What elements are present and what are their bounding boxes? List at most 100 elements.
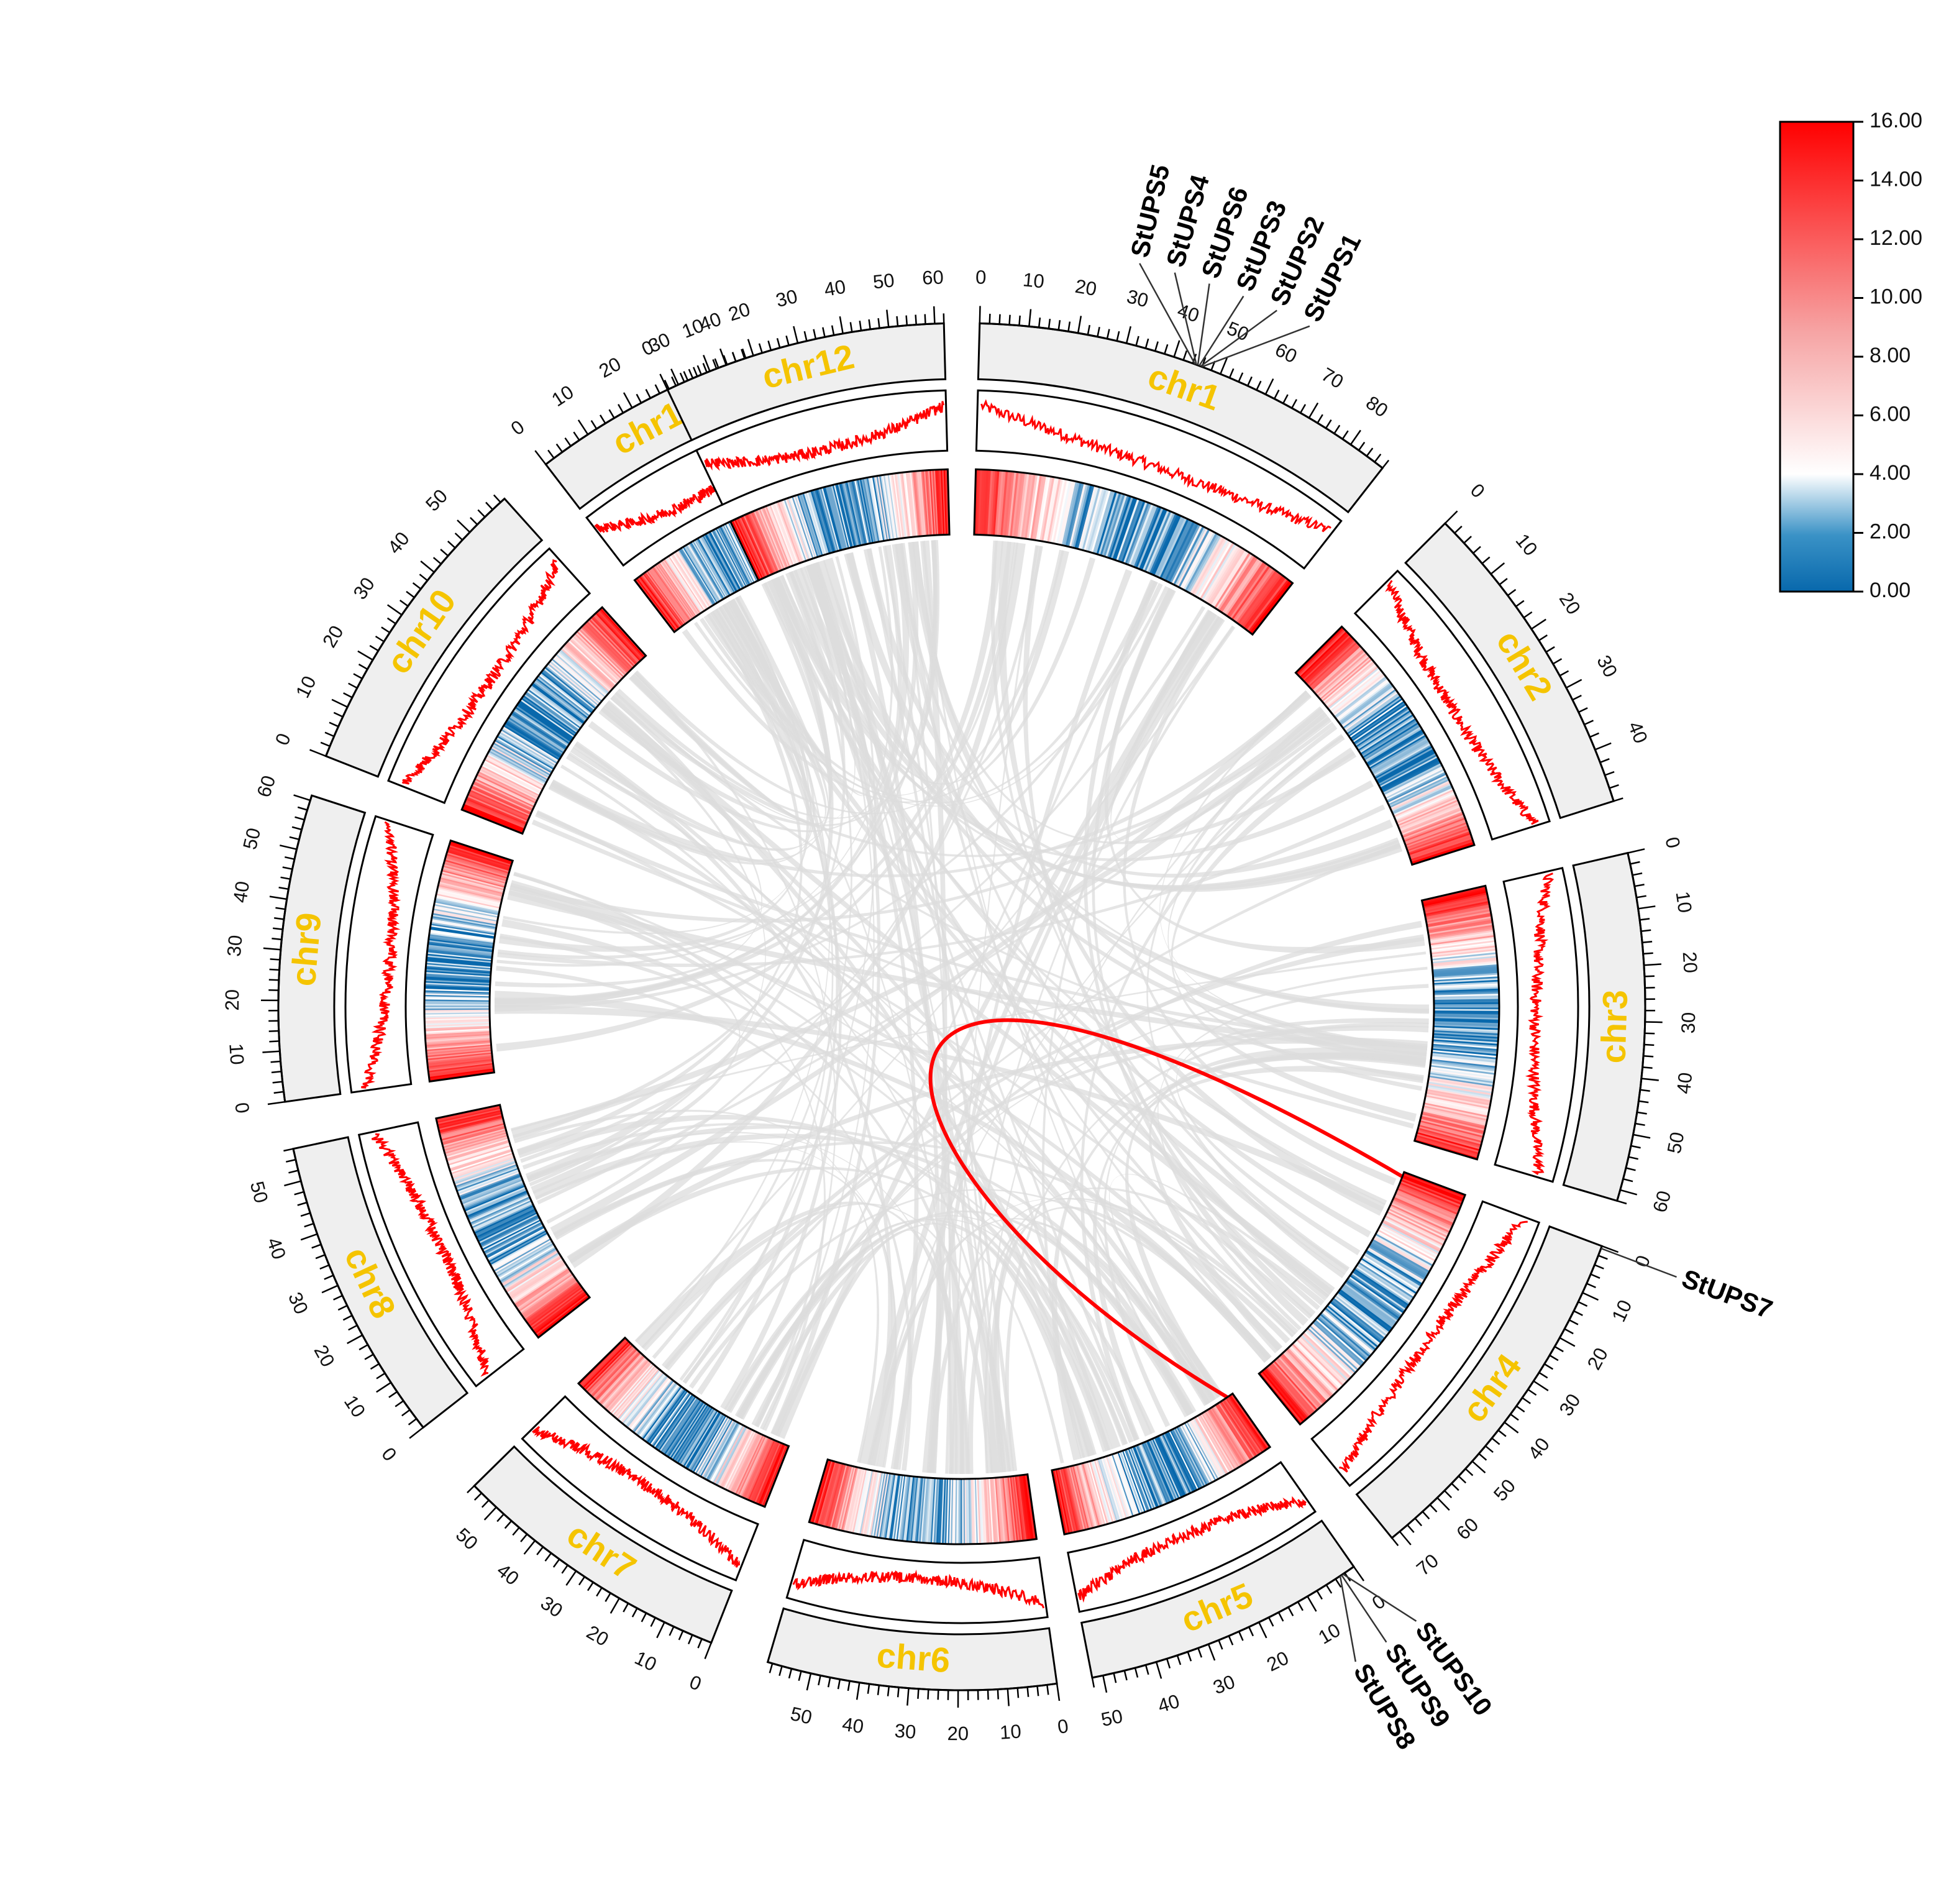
heat-cell [980, 1478, 985, 1544]
heat-cell [477, 774, 537, 804]
heat-cell [490, 1232, 548, 1265]
heat-cell [1416, 1133, 1480, 1153]
colorbar-bar [1779, 121, 1855, 593]
heat-cell [1427, 1087, 1492, 1101]
heat-cell [542, 669, 595, 712]
heat-cell [1401, 1178, 1463, 1204]
heat-cell [1140, 509, 1168, 570]
heat-cell [1428, 928, 1494, 940]
tick-label: 70 [1318, 364, 1347, 393]
heat-cell [449, 1148, 512, 1170]
heat-cell [1130, 504, 1156, 567]
heat-cell [759, 508, 785, 570]
heat-cell [723, 1430, 754, 1490]
heat-cell [666, 557, 703, 613]
heat-cell [1415, 1136, 1479, 1157]
heat-cell [1391, 1201, 1452, 1230]
heat-cell [427, 1061, 493, 1071]
heat-cell [1019, 473, 1030, 539]
heat-cell [434, 905, 498, 920]
heat-cell [1305, 1330, 1354, 1376]
tick-mark [669, 1626, 675, 1636]
heat-cell [1348, 698, 1404, 738]
heat-cell [1178, 529, 1211, 588]
heat-cell [646, 571, 685, 625]
tick-mark [1102, 1675, 1108, 1693]
heat-cell [1432, 1042, 1498, 1050]
tick-mark [271, 1071, 282, 1074]
heat-cell [527, 689, 582, 729]
tick-axis [1092, 1565, 1354, 1679]
heat-cell [572, 634, 621, 682]
heat-cell [1318, 654, 1370, 699]
heat-cell [516, 1271, 572, 1309]
heat-cell [448, 1146, 511, 1168]
heat-cell [1285, 1348, 1333, 1398]
tick-label: 20 [309, 1341, 339, 1370]
heat-cell [1330, 1300, 1383, 1343]
heat-cell [504, 723, 561, 759]
heat-cell [1229, 1394, 1268, 1450]
heat-cell [895, 473, 906, 538]
tick-mark [1515, 600, 1525, 608]
heat-cell [521, 697, 576, 736]
tick-mark [268, 1030, 279, 1032]
tick-mark [1627, 848, 1645, 854]
heat-cell [862, 478, 877, 543]
heat-cell [1389, 779, 1450, 808]
heat-cell [982, 469, 987, 535]
heat-cell [1389, 1205, 1450, 1235]
heat-cell [559, 648, 610, 693]
tick-mark [656, 1621, 665, 1639]
heat-cell [1174, 1427, 1205, 1487]
tick-mark [353, 673, 363, 680]
heat-cell [594, 1351, 641, 1401]
heat-cell [1141, 1442, 1168, 1504]
heat-cell [724, 1430, 755, 1490]
heat-cell [1302, 633, 1350, 680]
heat-cell [1005, 1476, 1014, 1542]
heat-cell [1059, 1468, 1074, 1533]
heat-cell [1120, 1450, 1144, 1513]
heat-cell [463, 1183, 524, 1209]
heat-cell [1410, 840, 1474, 863]
heat-cell [488, 750, 547, 783]
heat-cell [832, 1465, 850, 1529]
tick-mark [1335, 1578, 1342, 1588]
heat-cell [1334, 676, 1387, 718]
heat-cell [442, 866, 506, 886]
heat-cell [1332, 1298, 1386, 1340]
heat-cell [595, 1352, 641, 1401]
heat-cell [1191, 1418, 1225, 1476]
heat-cell [992, 1478, 998, 1544]
heat-cell [793, 495, 815, 559]
tick-label: 20 [1263, 1647, 1292, 1676]
heat-cell [1197, 1415, 1231, 1473]
heat-cell [428, 941, 493, 951]
heat-cell [545, 665, 597, 708]
heat-cell [442, 1129, 506, 1148]
heat-cell [1217, 554, 1255, 611]
heat-cell [1403, 816, 1465, 841]
heat-cell [654, 1394, 693, 1449]
heat-cell [1311, 645, 1361, 691]
heat-cell [1386, 771, 1446, 802]
heat-cell [467, 795, 528, 823]
heat-cell [1215, 553, 1253, 610]
chromosome-label-chr6: chr6 [875, 1636, 952, 1680]
heat-cell [580, 1339, 628, 1387]
heat-cell [1402, 1173, 1465, 1199]
heat-cell [642, 573, 683, 627]
tick-mark [849, 322, 853, 332]
heat-cell [514, 1269, 570, 1307]
heat-cell [757, 1444, 785, 1505]
heat-cell [854, 1469, 870, 1534]
heat-cell [942, 469, 946, 535]
heat-cell [1354, 707, 1410, 746]
heat-cell [1223, 559, 1262, 615]
heat-cell [466, 796, 527, 824]
heat-cell [1347, 1277, 1402, 1317]
heat-cell [424, 991, 490, 995]
synteny-link [688, 1189, 1271, 1389]
heat-cell [424, 1027, 490, 1032]
